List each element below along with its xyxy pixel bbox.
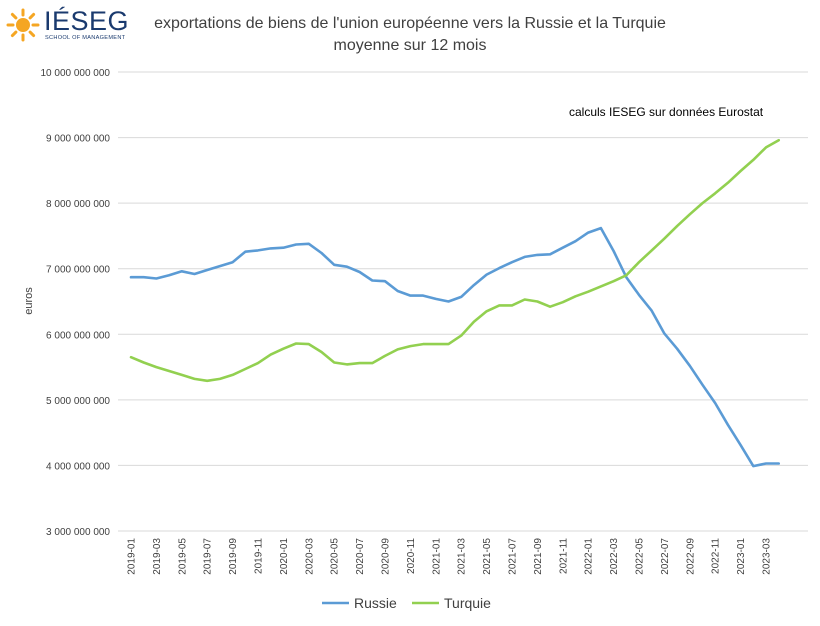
x-tick-label: 2023-01 xyxy=(736,538,747,575)
y-tick-label: 6 000 000 000 xyxy=(46,330,110,341)
x-tick-label: 2022-07 xyxy=(660,538,671,575)
sun-logo-icon xyxy=(6,8,40,42)
y-axis-ticks: 3 000 000 000 4 000 000 000 5 000 000 000 6… xyxy=(40,68,110,538)
logo-subtitle-text: SCHOOL OF MANAGEMENT xyxy=(45,35,126,41)
y-tick-label: 10 000 000 000 xyxy=(40,68,110,79)
chart-annotation: calculs IESEG sur données Eurostat xyxy=(569,105,764,119)
x-tick-label: 2019-01 xyxy=(127,538,138,575)
x-tick-label: 2020-07 xyxy=(355,538,366,575)
x-tick-label: 2019-03 xyxy=(152,538,163,575)
chart-series xyxy=(129,138,781,468)
x-tick-label: 2020-01 xyxy=(279,538,290,575)
x-tick-label: 2023-03 xyxy=(762,538,773,575)
ieseg-logo: IÉSEG SCHOOL OF MANAGEMENT xyxy=(6,6,129,46)
x-tick-label: 2021-03 xyxy=(457,538,468,575)
chart-title-line2: moyenne sur 12 mois xyxy=(334,37,487,54)
x-tick-label: 2019-05 xyxy=(177,538,188,575)
y-tick-label: 7 000 000 000 xyxy=(46,265,110,276)
x-tick-label: 2019-11 xyxy=(254,538,265,574)
y-tick-label: 9 000 000 000 xyxy=(46,134,110,145)
x-tick-label: 2021-11 xyxy=(558,538,569,574)
x-tick-label: 2021-07 xyxy=(508,538,519,575)
x-tick-label: 2022-05 xyxy=(635,538,646,575)
x-tick-label: 2019-09 xyxy=(228,538,239,575)
x-tick-label: 2020-03 xyxy=(304,538,315,575)
x-tick-label: 2020-11 xyxy=(406,538,417,574)
logo-brand-text: IÉSEG xyxy=(44,6,130,36)
x-tick-label: 2021-01 xyxy=(431,538,442,575)
x-tick-label: 2022-11 xyxy=(711,538,722,574)
legend-label-russie: Russie xyxy=(354,595,397,611)
chart-gridlines xyxy=(118,71,808,532)
chart-legend: Russie Turquie xyxy=(322,595,491,611)
series-line-russie xyxy=(129,226,781,468)
x-tick-label: 2022-03 xyxy=(609,538,620,575)
x-tick-label: 2021-09 xyxy=(533,538,544,575)
y-axis-label: euros xyxy=(23,287,35,315)
y-tick-label: 8 000 000 000 xyxy=(46,199,110,210)
series-line-turquie xyxy=(129,138,781,383)
x-axis-ticks: 2019-01 2019-03 2019-05 2019-07 2019-09 2019-… xyxy=(127,538,773,575)
x-tick-label: 2022-01 xyxy=(584,538,595,575)
x-tick-label: 2021-05 xyxy=(482,538,493,575)
x-tick-label: 2020-09 xyxy=(381,538,392,575)
x-tick-label: 2019-07 xyxy=(203,538,214,575)
y-tick-label: 4 000 000 000 xyxy=(46,461,110,472)
y-tick-label: 5 000 000 000 xyxy=(46,396,110,407)
x-tick-label: 2022-09 xyxy=(685,538,696,575)
x-tick-label: 2020-05 xyxy=(330,538,341,575)
y-tick-label: 3 000 000 000 xyxy=(46,527,110,538)
legend-label-turquie: Turquie xyxy=(444,595,491,611)
chart-title-line1: exportations de biens de l'union europée… xyxy=(154,15,666,32)
